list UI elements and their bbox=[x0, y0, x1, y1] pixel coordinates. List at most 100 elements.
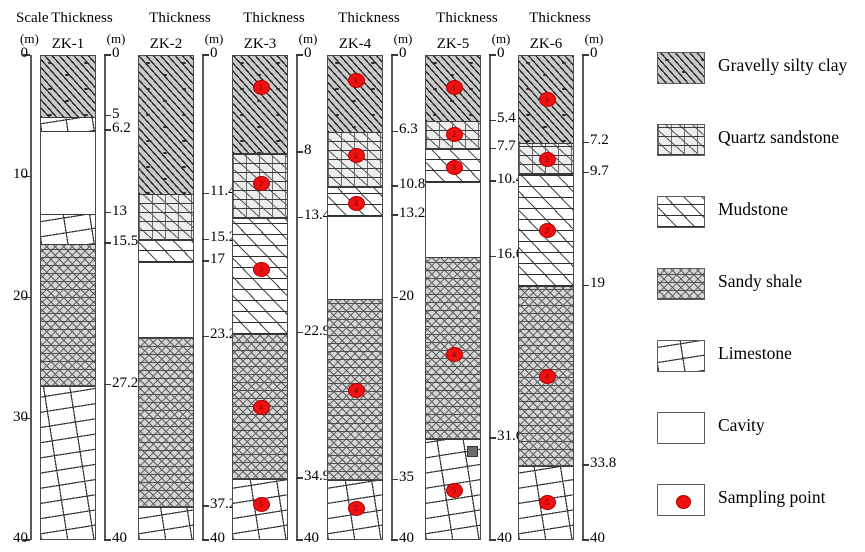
layer-cavity bbox=[328, 216, 382, 299]
layer-cavity bbox=[139, 262, 193, 338]
legend-label: Quartz sandstone bbox=[718, 127, 840, 147]
layer-mudstone bbox=[519, 173, 573, 287]
thickness-tick bbox=[104, 384, 111, 386]
sampling-point[interactable]: 4 bbox=[445, 346, 463, 362]
legend-swatch-sampling-point bbox=[657, 484, 705, 516]
sampling-point[interactable]: 1 bbox=[538, 92, 556, 108]
thickness-header: Thickness bbox=[338, 10, 400, 26]
legend-swatch-sandy-shale bbox=[657, 268, 705, 300]
legend-label: Sandy shale bbox=[718, 271, 803, 291]
borehole-name: ZK-5 bbox=[436, 36, 470, 52]
thickness-tick bbox=[296, 331, 303, 334]
thickness-tick bbox=[391, 296, 398, 299]
thickness-tick-label: 16.6 bbox=[497, 246, 524, 263]
thickness-tick-label: 35 bbox=[399, 469, 414, 486]
layer-quartz-sandstone bbox=[519, 143, 573, 174]
thickness-tick-label: 7.2 bbox=[590, 132, 609, 149]
layer-sandy-shale bbox=[328, 298, 382, 481]
thickness-tick bbox=[582, 171, 589, 174]
thickness-tick-label: 15.5 bbox=[112, 232, 139, 249]
sampling-point[interactable]: 3 bbox=[347, 196, 365, 212]
thickness-tick bbox=[296, 477, 303, 479]
thickness-unit-label: (m) bbox=[204, 31, 224, 46]
scale-tick-label: 30 bbox=[13, 408, 28, 425]
sampling-point[interactable]: 2 bbox=[445, 127, 463, 143]
sampling-point[interactable]: 2 bbox=[252, 175, 270, 191]
thickness-tick-label: 40 bbox=[590, 530, 605, 546]
sampling-point[interactable]: 5 bbox=[252, 497, 270, 513]
thickness-tick-label: 10.8 bbox=[399, 175, 426, 192]
borehole-name: ZK-1 bbox=[51, 36, 85, 52]
sampling-point[interactable]: 2 bbox=[347, 147, 365, 163]
thickness-header: Thickness bbox=[243, 10, 305, 26]
thickness-tick-label: 27.2 bbox=[112, 374, 139, 391]
legend-label: Limestone bbox=[718, 343, 792, 363]
thickness-tick bbox=[582, 539, 589, 541]
thickness-unit-label: (m) bbox=[393, 31, 413, 46]
thickness-tick bbox=[391, 130, 398, 133]
layer-cavity bbox=[41, 131, 95, 214]
lithology-column bbox=[518, 55, 574, 540]
sampling-point[interactable]: 3 bbox=[538, 223, 556, 239]
borehole-name: ZK-2 bbox=[149, 36, 183, 52]
thickness-tick bbox=[582, 54, 589, 56]
sampling-point[interactable]: 5 bbox=[538, 494, 556, 510]
scale-tick-label: 40 bbox=[13, 530, 28, 546]
sampling-point[interactable]: 4 bbox=[252, 400, 270, 416]
sampling-point[interactable]: 5 bbox=[445, 482, 463, 498]
scale-tick-label: 10 bbox=[13, 166, 28, 183]
legend-label: Gravelly silty clay bbox=[718, 55, 848, 75]
legend-item-quartz-sandstone: Quartz sandstone bbox=[652, 124, 865, 168]
layer-limestone bbox=[41, 116, 95, 132]
thickness-tick bbox=[489, 180, 496, 182]
layer-quartz-sandstone bbox=[233, 153, 287, 219]
thickness-tick bbox=[391, 214, 398, 216]
borehole-name: ZK-3 bbox=[243, 36, 277, 52]
thickness-tick-label: 13.4 bbox=[304, 207, 331, 224]
thickness-tick-label: 11.4 bbox=[210, 183, 236, 200]
thickness-tick bbox=[104, 242, 111, 244]
borehole-name: ZK-6 bbox=[529, 36, 563, 52]
sampling-point[interactable]: 1 bbox=[445, 80, 463, 96]
thickness-axis-line bbox=[296, 55, 298, 540]
sampling-point[interactable]: 3 bbox=[252, 261, 270, 277]
thickness-tick bbox=[582, 464, 589, 466]
lithology-column bbox=[327, 55, 383, 540]
scale-tick bbox=[23, 54, 30, 56]
layer-cavity bbox=[426, 182, 480, 258]
scale-tick bbox=[23, 539, 30, 541]
layer-sandy-shale bbox=[519, 286, 573, 466]
thickness-unit-label: (m) bbox=[106, 31, 126, 46]
legend-swatch-mudstone bbox=[657, 196, 705, 228]
thickness-tick bbox=[582, 141, 589, 143]
sampling-point[interactable]: 3 bbox=[445, 160, 463, 176]
sampling-point[interactable]: 4 bbox=[347, 383, 365, 399]
scale-tick bbox=[23, 175, 30, 177]
thickness-tick-label: 31.6 bbox=[497, 428, 524, 445]
thickness-tick-label: 13.2 bbox=[399, 205, 426, 222]
scale-tick bbox=[23, 418, 30, 420]
layer-limestone bbox=[41, 385, 95, 539]
sampling-point[interactable]: 4 bbox=[538, 368, 556, 384]
layer-gravelly-silty-clay bbox=[328, 56, 382, 133]
thickness-tick-label: 0 bbox=[497, 45, 505, 61]
legend-swatch-gravelly-silty-clay bbox=[657, 52, 705, 84]
thickness-tick-label: 34.9 bbox=[304, 468, 331, 485]
sampling-point[interactable]: 1 bbox=[347, 72, 365, 88]
legend-panel: Gravelly silty clay Quartz sandstone Mudst… bbox=[652, 0, 865, 552]
thickness-header: Thickness bbox=[51, 10, 113, 26]
sampling-point[interactable]: 1 bbox=[252, 80, 270, 96]
thickness-axis-line bbox=[489, 55, 491, 540]
thickness-unit-label: (m) bbox=[584, 31, 604, 46]
scale-unit-label: (m) bbox=[20, 31, 39, 46]
thickness-tick bbox=[296, 216, 303, 219]
scale-tick-label: 20 bbox=[13, 287, 28, 304]
legend-item-gravelly-silty-clay: Gravelly silty clay bbox=[652, 52, 865, 96]
sampling-point[interactable]: 2 bbox=[538, 151, 556, 167]
sampling-point[interactable]: 5 bbox=[347, 500, 365, 516]
thickness-header: Thickness bbox=[529, 10, 591, 26]
thickness-tick-label: 33.8 bbox=[590, 454, 617, 471]
sampling-point-icon bbox=[676, 495, 691, 509]
thickness-unit-label: (m) bbox=[491, 31, 511, 46]
